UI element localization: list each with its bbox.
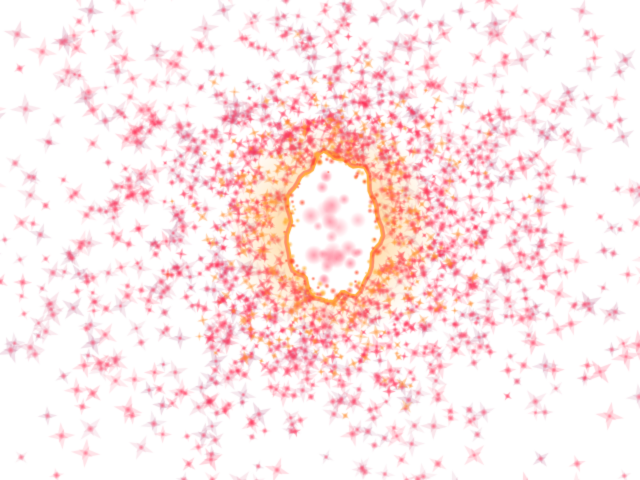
particle-explosion-canvas — [0, 0, 640, 480]
